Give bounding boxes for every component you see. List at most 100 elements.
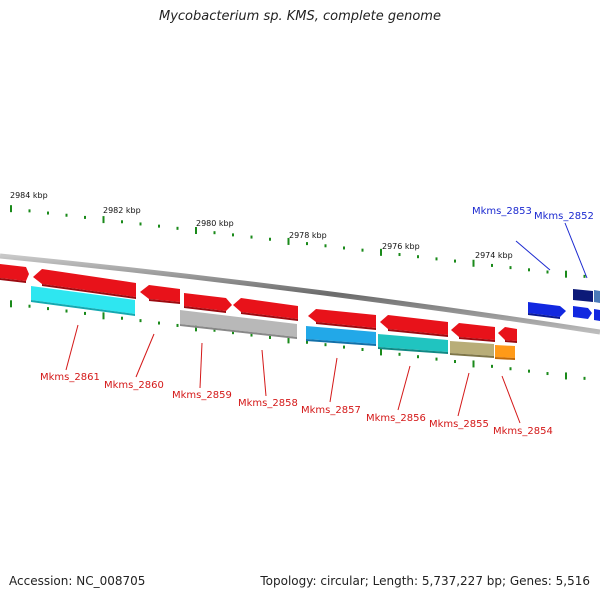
- label-leaders-top: [515, 222, 588, 279]
- gene-label-mkms-2852[interactable]: Mkms_2852: [534, 211, 594, 222]
- gene-label-mkms-2855[interactable]: Mkms_2855: [429, 419, 489, 430]
- tick-minor: [65, 213, 68, 217]
- tick-major: [565, 270, 567, 278]
- tick-minor: [269, 335, 271, 339]
- tick-major: [102, 312, 105, 320]
- label-leaders-bottom: [65, 324, 521, 424]
- gene-feature[interactable]: [498, 327, 517, 341]
- tick-minor: [139, 319, 142, 323]
- scale-label-2980: 2980 kbp: [196, 219, 234, 228]
- scale-label-2984: 2984 kbp: [10, 191, 48, 200]
- tick-minor: [435, 357, 438, 361]
- gene-feature[interactable]: [306, 326, 376, 344]
- tick-major: [380, 248, 382, 256]
- gene-feature: [31, 300, 135, 316]
- tick-major: [287, 336, 290, 344]
- gene-feature[interactable]: [495, 345, 515, 358]
- gene-label-mkms-2857[interactable]: Mkms_2857: [301, 405, 361, 416]
- tick-minor: [361, 248, 364, 252]
- gene-feature: [306, 339, 376, 346]
- tick-major: [380, 348, 382, 356]
- scale-label-2974: 2974 kbp: [475, 251, 513, 260]
- gene-feature[interactable]: [451, 323, 495, 340]
- tick-minor: [528, 268, 530, 272]
- tick-minor: [306, 242, 308, 246]
- gene-feature[interactable]: [380, 315, 448, 335]
- scale-label-2982: 2982 kbp: [103, 206, 141, 215]
- gene-feature[interactable]: [450, 341, 494, 356]
- gene-feature[interactable]: [33, 269, 136, 297]
- gene-feature[interactable]: [308, 309, 376, 328]
- tick-major: [565, 372, 567, 380]
- gene-track-inner: [31, 286, 515, 360]
- scale-label-2976: 2976 kbp: [382, 242, 420, 251]
- gene-feature[interactable]: [180, 310, 297, 337]
- tick-minor: [213, 328, 216, 332]
- tick-minor: [343, 345, 345, 349]
- gene-track-forward: [528, 289, 600, 321]
- tick-minor: [528, 369, 530, 373]
- tick-minor: [139, 222, 142, 226]
- genome-backbone: [0, 253, 600, 335]
- tick-minor: [232, 233, 234, 237]
- tick-major: [102, 216, 105, 224]
- tick-minor: [47, 307, 49, 311]
- tick-major: [195, 324, 197, 332]
- tick-minor: [121, 220, 123, 224]
- gene-feature[interactable]: [594, 309, 600, 321]
- tick-major: [10, 205, 12, 213]
- gene-feature[interactable]: [378, 334, 448, 352]
- gene-label-mkms-2859[interactable]: Mkms_2859: [172, 390, 232, 401]
- gene-feature[interactable]: [140, 285, 180, 302]
- tick-minor: [28, 209, 31, 213]
- gene-track-reverse: [0, 264, 517, 343]
- genome-summary: Topology: circular; Length: 5,737,227 bp…: [260, 574, 590, 588]
- gene-label-mkms-2853[interactable]: Mkms_2853: [472, 206, 532, 217]
- gene-feature[interactable]: [594, 290, 600, 303]
- tick-minor: [546, 270, 549, 274]
- tick-major: [195, 227, 197, 235]
- tick-minor: [398, 352, 401, 356]
- gene-feature: [459, 337, 495, 342]
- tick-minor: [454, 259, 456, 263]
- gene-feature: [528, 313, 560, 319]
- gene-feature[interactable]: [528, 302, 566, 317]
- tick-minor: [454, 360, 456, 364]
- tick-minor: [47, 211, 49, 215]
- tick-minor: [158, 321, 160, 325]
- gene-feature: [241, 312, 298, 321]
- tick-minor: [213, 231, 216, 235]
- gene-feature: [42, 284, 136, 299]
- gene-feature[interactable]: [184, 293, 232, 311]
- tick-minor: [232, 331, 234, 335]
- figure-title: Mycobacterium sp. KMS, complete genome: [159, 9, 441, 24]
- gene-feature: [495, 357, 515, 360]
- tick-minor: [65, 309, 68, 313]
- gene-label-mkms-2860[interactable]: Mkms_2860: [104, 380, 164, 391]
- gene-label-mkms-2856[interactable]: Mkms_2856: [366, 413, 426, 424]
- tick-major: [287, 237, 290, 245]
- tick-major: [472, 259, 475, 267]
- gene-feature[interactable]: [233, 298, 298, 319]
- tick-minor: [84, 311, 86, 315]
- gene-feature[interactable]: [31, 286, 135, 314]
- scale-ticks-inner: [10, 300, 586, 380]
- gene-feature: [0, 278, 26, 283]
- gene-feature[interactable]: [573, 306, 592, 319]
- tick-minor: [324, 244, 327, 248]
- tick-minor: [491, 263, 493, 267]
- scale-label-2978: 2978 kbp: [289, 231, 327, 240]
- gene-feature: [316, 322, 376, 330]
- tick-major: [10, 300, 12, 308]
- gene-label-mkms-2861[interactable]: Mkms_2861: [40, 372, 100, 383]
- tick-minor: [417, 355, 419, 359]
- gene-feature[interactable]: [0, 264, 29, 281]
- tick-minor: [509, 266, 512, 270]
- gene-feature[interactable]: [573, 289, 593, 302]
- tick-minor: [361, 347, 364, 351]
- gene-feature: [378, 347, 448, 354]
- gene-label-mkms-2854[interactable]: Mkms_2854: [493, 426, 553, 437]
- gene-label-mkms-2858[interactable]: Mkms_2858: [238, 398, 298, 409]
- tick-minor: [509, 367, 512, 371]
